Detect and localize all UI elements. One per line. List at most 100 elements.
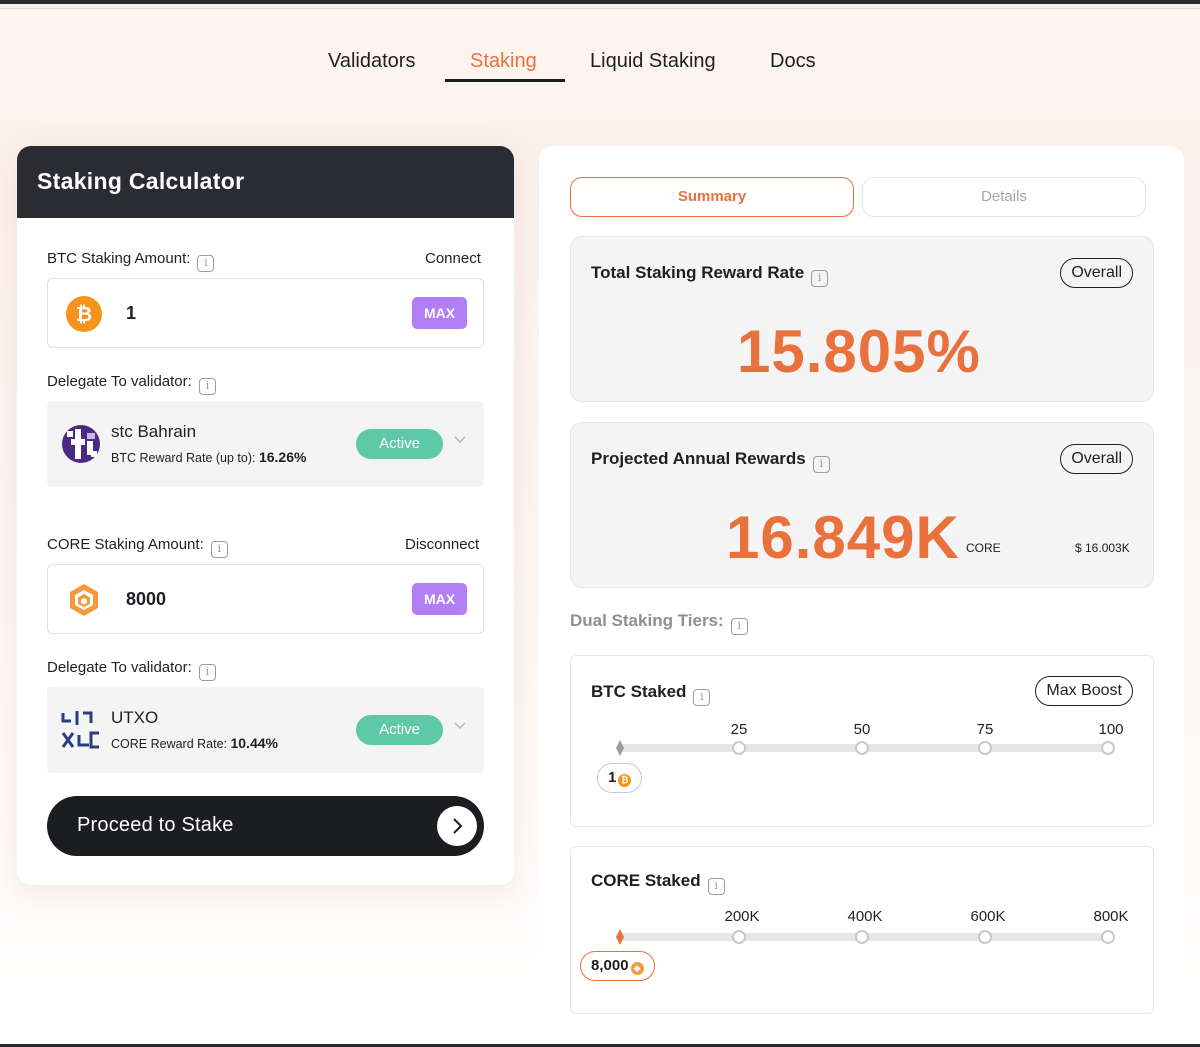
- nav-active-underline: [445, 79, 565, 82]
- tab-details[interactable]: Details: [862, 177, 1146, 217]
- btc-validator-status-badge: Active: [356, 429, 443, 459]
- core-icon: [70, 584, 98, 616]
- btc-amount-label: BTC Staking Amount: i: [47, 250, 215, 272]
- projected-rewards-panel: Projected Annual Rewards i Overall 16.849…: [570, 422, 1154, 588]
- tab-summary[interactable]: Summary: [570, 177, 854, 217]
- nav-docs[interactable]: Docs: [770, 50, 816, 72]
- total-reward-rate-value: 15.805%: [737, 318, 981, 385]
- dual-staking-tiers-text: Dual Staking Tiers:: [570, 611, 724, 630]
- info-icon[interactable]: i: [210, 541, 228, 558]
- bitcoin-icon: ₿: [618, 774, 632, 787]
- btc-validator-rate: BTC Reward Rate (up to): 16.26%: [111, 449, 306, 465]
- core-tier-marker: [855, 930, 869, 944]
- projected-rewards-title-text: Projected Annual Rewards: [591, 449, 806, 468]
- info-icon[interactable]: i: [730, 618, 748, 635]
- btc-current-badge: 1 ₿: [597, 763, 643, 793]
- dual-staking-tiers-label: Dual Staking Tiers: i: [570, 611, 748, 635]
- info-icon[interactable]: i: [811, 270, 829, 287]
- proceed-label: Proceed to Stake: [77, 814, 234, 836]
- top-border: [0, 0, 1200, 4]
- projected-rewards-usd: $ 16.003K: [1075, 541, 1130, 555]
- max-boost-button[interactable]: Max Boost: [1035, 676, 1133, 706]
- total-reward-rate-title-text: Total Staking Reward Rate: [591, 263, 805, 282]
- core-validator-select[interactable]: UTXO CORE Reward Rate: 10.44% Active: [47, 687, 484, 773]
- btc-tick-label: 75: [976, 721, 994, 738]
- btc-validator-label-text: Delegate To validator:: [47, 373, 192, 390]
- btc-tier-marker: [978, 741, 992, 755]
- core-tick-label: 800K: [1093, 908, 1129, 925]
- btc-validator-rate-label: BTC Reward Rate (up to):: [111, 451, 259, 465]
- core-staked-title: CORE Staked i: [591, 871, 725, 895]
- staking-calculator-card: Staking Calculator BTC Staking Amount: i …: [17, 146, 514, 885]
- nav-staking[interactable]: Staking: [470, 50, 537, 72]
- core-icon: ◆: [630, 962, 644, 975]
- core-validator-rate: CORE Reward Rate: 10.44%: [111, 735, 278, 751]
- btc-validator-rate-value: 16.26%: [258, 449, 307, 465]
- chevron-right-icon: [437, 806, 477, 846]
- main-nav: Validators Staking Liquid Staking Docs: [0, 50, 1200, 90]
- core-validator-name: UTXO: [111, 708, 159, 727]
- core-validator-label-text: Delegate To validator:: [47, 659, 192, 676]
- header-band: [0, 9, 1200, 121]
- disconnect-link[interactable]: Disconnect: [405, 536, 480, 553]
- btc-tick-label: 100: [1098, 721, 1124, 738]
- nav-validators[interactable]: Validators: [328, 50, 416, 72]
- btc-validator-select[interactable]: stc Bahrain BTC Reward Rate (up to): 16.…: [47, 401, 484, 487]
- total-rate-overall-filter[interactable]: Overall: [1060, 258, 1133, 288]
- header-divider: [0, 8, 1200, 9]
- core-tick-label: 600K: [970, 908, 1006, 925]
- info-icon[interactable]: i: [707, 878, 725, 895]
- btc-validator-label: Delegate To validator: i: [47, 373, 216, 395]
- total-reward-rate-title: Total Staking Reward Rate i: [591, 263, 829, 287]
- calculator-title: Staking Calculator: [37, 168, 245, 194]
- bitcoin-icon: ₿: [66, 296, 102, 332]
- core-tier-marker: [1101, 930, 1115, 944]
- projected-overall-filter[interactable]: Overall: [1060, 444, 1133, 474]
- btc-current-value: 1: [608, 769, 617, 786]
- info-icon[interactable]: i: [812, 456, 830, 473]
- bottom-border: [0, 1044, 1200, 1047]
- stc-bahrain-logo: [62, 425, 100, 463]
- btc-staked-title-text: BTC Staked: [591, 682, 687, 701]
- core-amount-input[interactable]: 8000 MAX: [47, 564, 484, 634]
- info-icon[interactable]: i: [693, 689, 711, 706]
- btc-slider-handle[interactable]: [615, 740, 625, 756]
- core-tick-label: 200K: [724, 908, 760, 925]
- utxo-logo: [61, 711, 99, 749]
- info-icon[interactable]: i: [197, 255, 215, 272]
- total-reward-rate-panel: Total Staking Reward Rate i Overall 15.80…: [570, 236, 1154, 402]
- core-staked-tier-panel: CORE Staked i 200K 400K 600K 800K 8,000 ◆: [570, 846, 1154, 1014]
- btc-amount-value[interactable]: 1: [126, 303, 137, 323]
- btc-amount-label-text: BTC Staking Amount:: [47, 250, 191, 267]
- btc-tier-marker: [1101, 741, 1115, 755]
- projected-rewards-unit: CORE: [966, 541, 1001, 555]
- btc-max-button[interactable]: MAX: [412, 297, 467, 329]
- btc-tick-label: 25: [730, 721, 748, 738]
- btc-validator-name: stc Bahrain: [111, 422, 197, 441]
- core-tier-marker: [732, 930, 746, 944]
- core-current-value: 8,000: [591, 957, 629, 974]
- core-amount-label: CORE Staking Amount: i: [47, 536, 228, 558]
- chevron-down-icon[interactable]: [454, 720, 466, 732]
- info-icon[interactable]: i: [198, 664, 216, 681]
- projected-rewards-title: Projected Annual Rewards i: [591, 449, 830, 473]
- core-max-button[interactable]: MAX: [412, 583, 467, 615]
- chevron-down-icon[interactable]: [454, 434, 466, 446]
- btc-staked-tier-panel: BTC Staked i Max Boost 25 50 75 100 1 ₿: [570, 655, 1154, 827]
- nav-liquid-staking[interactable]: Liquid Staking: [590, 50, 716, 72]
- btc-tick-label: 50: [853, 721, 871, 738]
- btc-staked-title: BTC Staked i: [591, 682, 711, 706]
- btc-tier-marker: [855, 741, 869, 755]
- btc-amount-input[interactable]: ₿ 1 MAX: [47, 278, 484, 348]
- btc-tier-marker: [732, 741, 746, 755]
- core-validator-rate-label: CORE Reward Rate:: [111, 737, 231, 751]
- summary-card: Summary Details Total Staking Reward Rat…: [539, 146, 1184, 1047]
- core-slider-handle[interactable]: [615, 929, 625, 945]
- core-validator-rate-value: 10.44%: [230, 735, 278, 751]
- proceed-to-stake-button[interactable]: Proceed to Stake: [47, 796, 484, 856]
- info-icon[interactable]: i: [198, 378, 216, 395]
- connect-link[interactable]: Connect: [425, 250, 481, 267]
- core-current-badge: 8,000 ◆: [580, 951, 655, 981]
- calculator-header: Staking Calculator: [17, 146, 514, 218]
- core-amount-value[interactable]: 8000: [126, 589, 167, 609]
